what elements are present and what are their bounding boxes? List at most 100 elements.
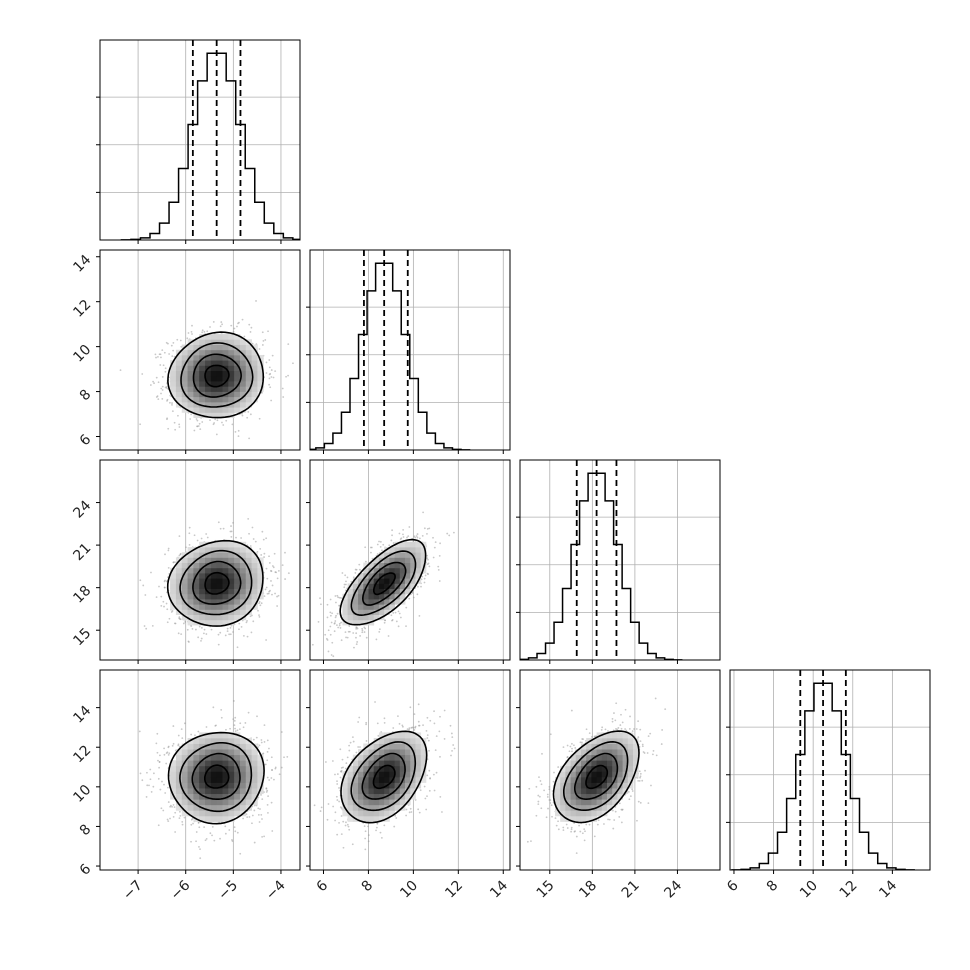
sample-point: [335, 614, 338, 617]
sample-point: [348, 625, 351, 627]
density-cell: [384, 567, 390, 574]
panel-2-1: [306, 459, 511, 664]
density-cell: [175, 583, 183, 590]
density-cell: [222, 588, 229, 595]
sample-point: [164, 367, 167, 370]
density-cell: [347, 604, 354, 610]
density-cell: [399, 562, 406, 569]
sample-point: [416, 533, 419, 535]
sample-point: [336, 624, 338, 627]
density-cell: [378, 573, 385, 579]
sample-point: [261, 344, 264, 346]
density-cell: [181, 375, 188, 382]
sample-point: [402, 533, 404, 536]
density-cell: [239, 567, 247, 574]
sample-point: [164, 553, 166, 556]
density-cell: [199, 557, 206, 564]
sample-point: [160, 387, 163, 390]
density-cell: [187, 593, 194, 600]
sample-point: [358, 563, 361, 566]
sample-point: [167, 427, 170, 430]
density-cell: [210, 562, 218, 569]
density-cell: [239, 401, 247, 408]
density-cell: [245, 546, 252, 553]
sample-point: [230, 324, 233, 327]
sample-point: [437, 568, 440, 571]
sample-point: [268, 366, 271, 369]
sample-point: [285, 375, 287, 378]
density-cell: [245, 588, 252, 595]
sample-point: [203, 330, 206, 333]
sample-point: [249, 615, 252, 618]
sample-point: [188, 543, 191, 546]
sample-point: [205, 533, 208, 535]
density-cell: [358, 573, 364, 579]
sample-point: [271, 593, 273, 596]
density-cell: [222, 407, 229, 413]
density-cell: [239, 573, 247, 579]
contour-1: [192, 560, 242, 605]
density-cell: [234, 593, 241, 600]
sample-point: [179, 553, 182, 556]
density-cell: [378, 593, 385, 600]
density-cell: [170, 375, 177, 382]
sample-point: [238, 628, 240, 631]
sample-point: [361, 631, 364, 634]
sample-point: [378, 628, 381, 631]
density-cell: [216, 614, 223, 621]
density-cell: [234, 334, 241, 340]
sample-point: [171, 410, 174, 413]
sample-point: [157, 398, 160, 401]
density-cell: [187, 552, 194, 558]
sample-point: [187, 332, 190, 334]
density-cell: [239, 349, 247, 356]
density-cell: [228, 546, 235, 553]
sample-point: [416, 593, 419, 596]
sample-point: [178, 618, 181, 620]
density-cell: [216, 339, 223, 345]
density-cell: [181, 381, 188, 387]
density-cell: [210, 370, 218, 377]
sample-point: [166, 418, 168, 421]
sample-point: [225, 419, 228, 422]
density-cell: [205, 407, 212, 413]
density-cell: [394, 557, 401, 564]
sample-point: [281, 564, 284, 567]
density-cell: [205, 567, 212, 574]
density-cell: [415, 562, 422, 569]
density-cell: [187, 360, 194, 366]
sample-point: [171, 402, 173, 404]
density-cell: [347, 614, 354, 621]
sample-point: [250, 631, 253, 634]
sample-point: [166, 399, 168, 402]
density-cell: [205, 552, 212, 558]
density-cell: [394, 567, 401, 574]
density-cell: [181, 407, 188, 413]
contour-2: [350, 550, 417, 617]
density-cell: [234, 375, 241, 382]
sample-point: [261, 331, 264, 334]
density-cell: [210, 334, 218, 340]
density-cell: [234, 541, 241, 548]
density-cell: [257, 583, 264, 590]
sample-point: [426, 532, 428, 535]
density-cell: [368, 583, 375, 590]
sample-point: [162, 600, 165, 603]
density-cell: [222, 552, 229, 558]
density-cell: [193, 401, 200, 408]
density-cell: [342, 604, 349, 610]
density-cell: [193, 375, 200, 382]
density-cell: [228, 599, 235, 605]
density-cell: [199, 375, 206, 382]
sample-point: [371, 557, 374, 560]
sample-point: [287, 374, 289, 377]
sample-point: [178, 616, 181, 618]
density-cell: [384, 578, 390, 584]
density-cell: [222, 344, 229, 351]
sample-point: [193, 429, 196, 432]
sample-point: [164, 386, 167, 389]
density-cell: [175, 360, 183, 366]
density-cell: [234, 401, 241, 408]
sample-point: [284, 551, 286, 554]
density-cell: [216, 619, 223, 626]
